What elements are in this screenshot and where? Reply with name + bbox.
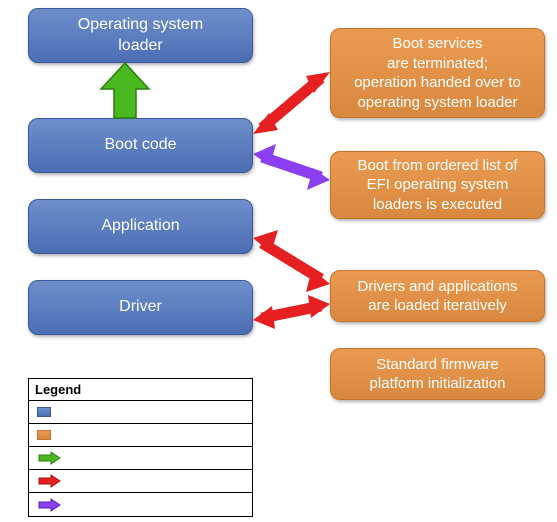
boot-list-box: Boot from ordered list ofEFI operating s… xyxy=(330,151,545,219)
drivers-apps-box: Drivers and applicationsare loaded itera… xyxy=(330,270,545,322)
legend-row-blue xyxy=(29,401,252,424)
purple-arrow-bc-bl xyxy=(253,144,330,190)
legend-box: Legend xyxy=(28,378,253,517)
legend-red-arrow-icon xyxy=(37,474,61,488)
legend-green-arrow-icon xyxy=(37,451,61,465)
legend-row-red xyxy=(29,470,252,493)
firmware-init-label: Standard firmwareplatform initialization xyxy=(370,355,506,394)
driver-label: Driver xyxy=(119,297,162,318)
boot-services-box: Boot servicesare terminated;operation ha… xyxy=(330,28,545,118)
driver-box: Driver xyxy=(28,280,253,335)
red-arrow-drv-da xyxy=(253,295,330,329)
drivers-apps-label: Drivers and applicationsare loaded itera… xyxy=(357,277,517,316)
red-arrow-bc-bs xyxy=(253,72,330,134)
boot-code-box: Boot code xyxy=(28,118,253,173)
legend-purple-arrow-icon xyxy=(37,498,61,512)
red-arrow-app-da xyxy=(253,230,330,292)
os-loader-box: Operating systemloader xyxy=(28,8,253,63)
application-box: Application xyxy=(28,199,253,254)
application-label: Application xyxy=(101,216,179,237)
firmware-init-box: Standard firmwareplatform initialization xyxy=(330,348,545,400)
legend-title: Legend xyxy=(29,379,252,401)
legend-row-orange xyxy=(29,424,252,447)
boot-code-label: Boot code xyxy=(104,135,176,156)
os-loader-label: Operating systemloader xyxy=(78,15,203,57)
boot-list-label: Boot from ordered list ofEFI operating s… xyxy=(357,156,517,215)
boot-services-label: Boot servicesare terminated;operation ha… xyxy=(354,34,521,112)
legend-row-green xyxy=(29,447,252,470)
green-up-arrow xyxy=(101,63,149,118)
legend-swatch-blue xyxy=(37,407,51,417)
legend-swatch-orange xyxy=(37,430,51,440)
legend-row-purple xyxy=(29,493,252,516)
